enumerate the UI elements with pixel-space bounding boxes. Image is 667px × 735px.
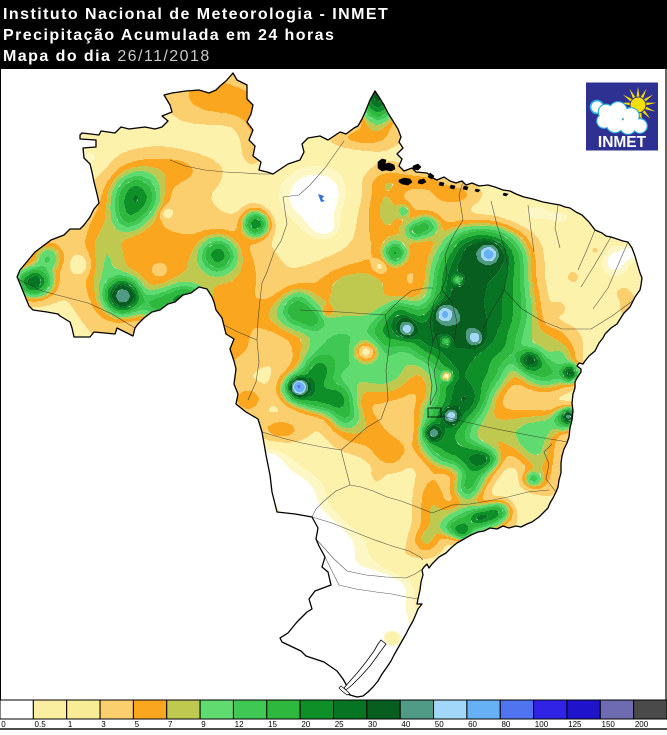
svg-text:0: 0 bbox=[1, 720, 6, 729]
svg-text:5: 5 bbox=[135, 720, 140, 729]
svg-text:0.5: 0.5 bbox=[35, 720, 47, 729]
svg-text:3: 3 bbox=[101, 720, 106, 729]
svg-text:25: 25 bbox=[335, 720, 344, 729]
svg-text:125: 125 bbox=[568, 720, 582, 729]
svg-text:9: 9 bbox=[201, 720, 206, 729]
svg-text:30: 30 bbox=[368, 720, 377, 729]
svg-text:50: 50 bbox=[435, 720, 444, 729]
svg-text:INMET: INMET bbox=[598, 134, 647, 151]
svg-text:15: 15 bbox=[268, 720, 277, 729]
svg-text:20: 20 bbox=[301, 720, 310, 729]
svg-text:12: 12 bbox=[235, 720, 244, 729]
svg-text:40: 40 bbox=[401, 720, 410, 729]
svg-text:60: 60 bbox=[468, 720, 477, 729]
svg-text:7: 7 bbox=[168, 720, 173, 729]
svg-text:1: 1 bbox=[68, 720, 73, 729]
svg-text:200: 200 bbox=[635, 720, 649, 729]
svg-text:80: 80 bbox=[501, 720, 510, 729]
svg-text:150: 150 bbox=[602, 720, 616, 729]
svg-text:100: 100 bbox=[535, 720, 549, 729]
